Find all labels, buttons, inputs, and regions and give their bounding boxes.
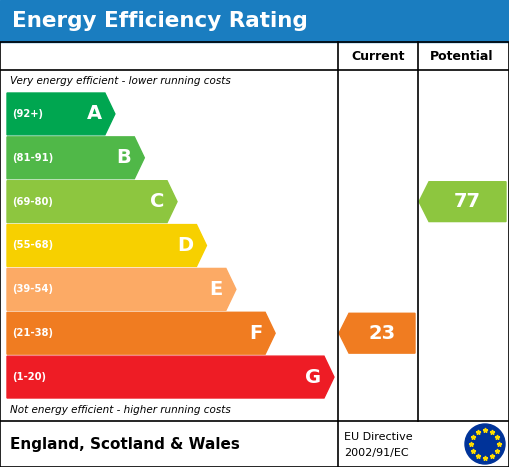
Polygon shape: [7, 312, 275, 354]
Text: Potential: Potential: [430, 50, 494, 63]
Bar: [0, 0, 509, 42]
Text: England, Scotland & Wales: England, Scotland & Wales: [10, 437, 240, 452]
Text: G: G: [305, 368, 321, 387]
Text: Current: Current: [351, 50, 405, 63]
Polygon shape: [7, 356, 334, 398]
Text: A: A: [87, 105, 102, 123]
Text: (69-80): (69-80): [12, 197, 53, 206]
Text: F: F: [249, 324, 262, 343]
Polygon shape: [7, 137, 145, 179]
Polygon shape: [7, 93, 115, 135]
Polygon shape: [7, 225, 207, 267]
Text: D: D: [177, 236, 193, 255]
Polygon shape: [419, 182, 506, 221]
Text: (39-54): (39-54): [12, 284, 53, 294]
Text: Very energy efficient - lower running costs: Very energy efficient - lower running co…: [10, 76, 231, 86]
Polygon shape: [339, 313, 415, 353]
Text: E: E: [210, 280, 223, 299]
Text: B: B: [117, 149, 131, 167]
Text: (1-20): (1-20): [12, 372, 46, 382]
Text: C: C: [150, 192, 164, 211]
Text: EU Directive: EU Directive: [344, 432, 413, 442]
Circle shape: [465, 424, 505, 464]
Text: (21-38): (21-38): [12, 328, 53, 338]
Polygon shape: [7, 269, 236, 310]
Text: Energy Efficiency Rating: Energy Efficiency Rating: [12, 11, 308, 31]
Text: 2002/91/EC: 2002/91/EC: [344, 448, 409, 458]
Text: (81-91): (81-91): [12, 153, 53, 163]
Text: 23: 23: [369, 324, 395, 343]
Polygon shape: [7, 181, 177, 223]
Text: Not energy efficient - higher running costs: Not energy efficient - higher running co…: [10, 405, 231, 415]
Text: 77: 77: [454, 192, 481, 211]
Text: (55-68): (55-68): [12, 241, 53, 250]
Text: (92+): (92+): [12, 109, 43, 119]
